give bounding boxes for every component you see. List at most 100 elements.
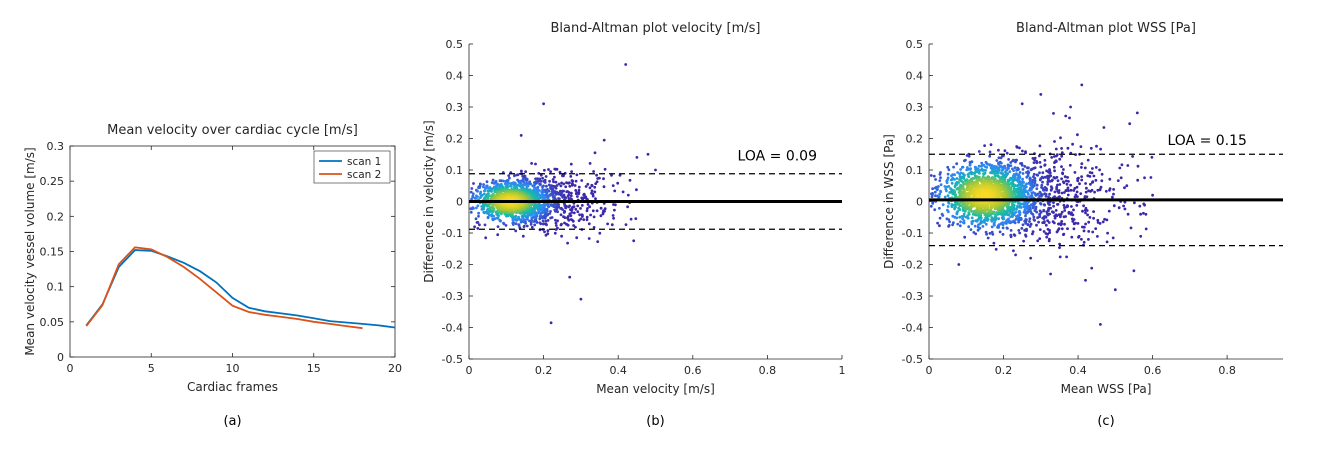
scatter-point [503,182,507,186]
scatter-point [1024,233,1027,237]
y-tick-label: 0.2 [446,133,464,146]
scatter-point [950,203,954,206]
scatter-point [950,174,953,178]
scatter-point [1058,157,1062,161]
scatter-point [486,207,490,211]
scatter-point [1037,220,1040,224]
scatter-point [626,193,630,197]
scatter-point [1104,189,1108,193]
scatter-point [1021,177,1024,181]
scatter-point [585,209,589,213]
scatter-points [929,83,1154,326]
scatter-point [1099,147,1102,151]
scatter-point [1021,168,1025,171]
scatter-point [988,164,992,167]
scatter-point [1112,188,1115,191]
scatter-point [1032,215,1036,219]
scatter-point [1015,208,1018,211]
scatter-point [1038,178,1042,182]
scatter-point [1108,177,1112,181]
y-tick-label: 0.1 [906,164,924,177]
scatter-point [1071,220,1075,223]
scatter-point [554,224,558,227]
scatter-point [966,216,970,220]
scatter-point [1096,235,1099,238]
scatter-point [964,193,968,197]
scatter-point [531,207,534,210]
scatter-point [1084,206,1088,210]
scatter-point [970,216,974,220]
scatter-point [1081,209,1084,213]
scatter-point [546,212,550,216]
scatter-point [534,177,537,181]
scatter-point [590,191,593,195]
scatter-point [569,175,573,178]
scatter-point [592,170,595,173]
y-tick-label: -0.3 [442,290,463,303]
scatter-point [570,170,573,174]
scatter-point [1041,221,1045,225]
scatter-point [1092,174,1096,178]
y-axis-label: Mean velocity vessel volume [m/s] [23,147,37,355]
scatter-point [1073,195,1077,199]
scatter-point [543,230,546,234]
scatter-point [947,168,951,172]
scatter-point [992,241,996,245]
x-tick-label: 15 [307,362,321,375]
panel-caption: (a) [223,414,241,429]
scatter-point [973,224,977,228]
scatter-point [1035,187,1039,191]
scatter-point [544,193,548,197]
scatter-point [477,214,480,218]
scatter-point [997,217,1000,221]
scatter-point [1007,158,1010,161]
scatter-point [1033,179,1037,183]
scatter-point [1044,188,1048,192]
scatter-point [1131,155,1134,158]
scatter-point [1087,220,1091,224]
scatter-point [947,218,951,222]
scatter-point [1029,203,1033,207]
scatter-point [1043,175,1047,179]
scatter-point [569,194,573,198]
scatter-point [1019,162,1022,165]
scatter-point [545,184,548,188]
scatter-point [1080,175,1083,179]
scatter-point [561,174,564,178]
y-tick-label: 0 [57,351,64,364]
scatter-point [945,189,948,193]
scatter-point [963,159,966,163]
scatter-point [1048,192,1051,196]
scatter-point [548,212,552,215]
scatter-point [990,171,993,175]
scatter-point [1075,204,1079,207]
scatter-point [599,206,603,210]
scatter-point [522,224,526,228]
scatter-point [1031,186,1035,189]
scatter-point [1060,177,1063,181]
scatter-point [1003,149,1007,153]
scatter-point [1058,242,1061,246]
scatter-point [1028,225,1032,228]
scatter-point [1078,182,1081,186]
scatter-point [932,174,936,178]
scatter-point [994,215,997,219]
scatter-point [482,192,486,196]
scatter-point [1024,214,1027,218]
scatter-point [1021,149,1024,153]
scatter-point [483,223,487,227]
scatter-point [1062,180,1065,184]
x-tick-label: 0.6 [684,364,702,377]
scatter-point [1106,231,1109,235]
scatter-point [471,195,475,199]
scatter-point [595,173,598,177]
scatter-point [1093,190,1096,194]
scatter-point [1099,185,1103,189]
scatter-point [967,211,971,214]
scatter-point [1028,189,1031,192]
scatter-point [997,156,1001,160]
scatter-point [1001,233,1005,236]
scatter-point [515,173,519,177]
scatter-point [582,218,586,222]
scatter-point [1072,208,1075,212]
